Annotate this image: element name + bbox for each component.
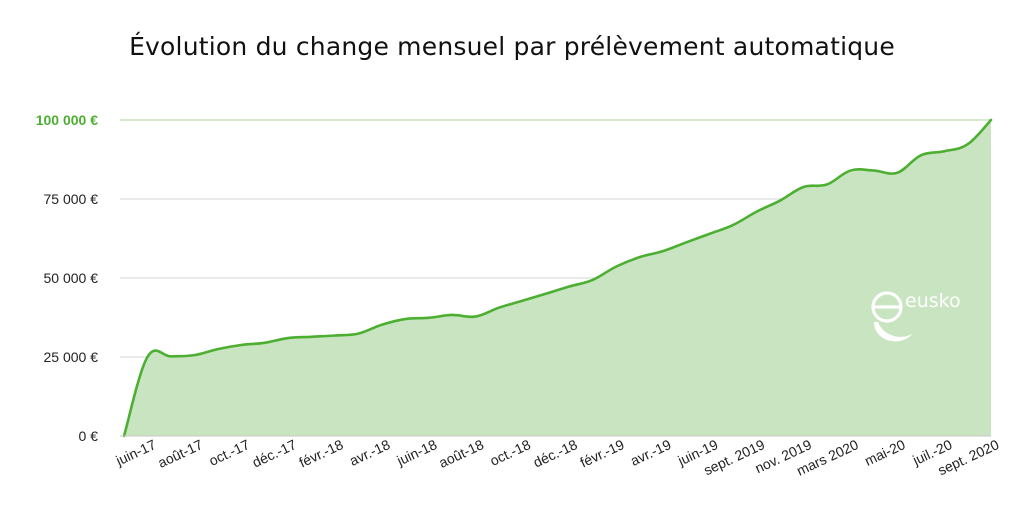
series-line — [122, 118, 993, 438]
y-axis-ticks: 0 € 25 000 € 50 000 € 75 000 € 100 000 € — [36, 112, 99, 444]
x-tick-label: juin-17 — [113, 436, 159, 469]
area-layer — [120, 118, 993, 438]
x-tick-label: oct.-18 — [487, 436, 533, 469]
x-tick-label: déc.-17 — [250, 436, 299, 470]
x-tick-label: août-18 — [436, 436, 486, 471]
x-tick-label: févr.-18 — [297, 436, 346, 470]
chart-title: Évolution du change mensuel par prélèvem… — [129, 32, 895, 61]
y-tick-label: 75 000 € — [44, 191, 99, 207]
y-tick-label: 0 € — [79, 428, 99, 444]
x-tick-label: mai-20 — [862, 436, 908, 469]
y-tick-label: 25 000 € — [44, 349, 99, 365]
logo-text: eusko — [905, 290, 961, 312]
x-tick-label: oct.-17 — [206, 436, 252, 469]
x-tick-label: déc.-18 — [531, 436, 580, 470]
x-tick-label: avr.-18 — [347, 436, 393, 469]
series-area-fill — [124, 120, 991, 436]
x-tick-label: août-17 — [155, 436, 205, 471]
x-tick-label: avr.-19 — [628, 436, 674, 469]
logo-swoosh — [874, 322, 913, 342]
x-tick-label: févr.-19 — [578, 436, 627, 470]
y-tick-label: 100 000 € — [36, 112, 98, 128]
eusko-logo: eusko — [871, 290, 961, 342]
y-tick-label: 50 000 € — [44, 270, 99, 286]
x-tick-label: juin-18 — [394, 436, 440, 469]
